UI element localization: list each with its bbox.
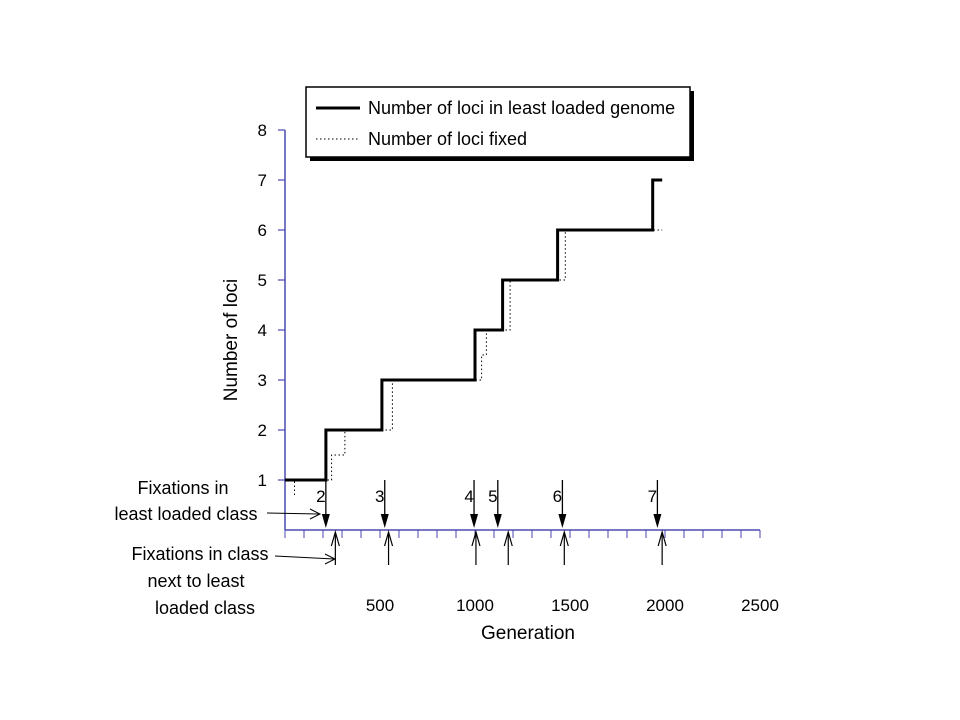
x-minor-ticks <box>284 530 761 538</box>
legend: Number of loci in least loaded genome Nu… <box>305 86 694 161</box>
legend-label-dotted: Number of loci fixed <box>368 129 527 149</box>
annot-next-class-pointer <box>274 555 335 560</box>
y-tick-label: 4 <box>258 321 267 340</box>
next-class-fixation-arrowhead <box>383 529 394 547</box>
x-tick-label: 1500 <box>551 596 589 615</box>
least-loaded-fixation-arrowhead <box>653 514 662 528</box>
y-tick-label: 3 <box>258 371 267 390</box>
y-tick-label: 6 <box>258 221 267 240</box>
x-tick-labels: 500 1000 1500 2000 2500 <box>366 596 779 615</box>
legend-label-solid: Number of loci in least loaded genome <box>368 98 675 118</box>
fixation-number: 4 <box>464 487 473 506</box>
annot-next-class-line2: next to least <box>147 571 244 591</box>
annotation-least-loaded: Fixations in least loaded class <box>114 478 322 524</box>
x-tick-label: 2500 <box>741 596 779 615</box>
x-tick-label: 1000 <box>456 596 494 615</box>
next-class-fixation-arrowhead <box>657 529 667 547</box>
x-tick-label: 500 <box>366 596 394 615</box>
fixation-number: 6 <box>553 487 562 506</box>
least-loaded-fixation-arrowhead <box>493 514 502 528</box>
y-tick-label: 7 <box>258 171 267 190</box>
annot-least-loaded-pointer <box>266 512 320 515</box>
axes <box>284 130 760 531</box>
y-ticks: 1 2 3 4 5 6 7 8 <box>258 121 285 490</box>
next-class-fixation-arrowhead <box>330 529 340 547</box>
next-class-fixation-arrowhead <box>503 529 513 547</box>
annot-next-class-line1: Fixations in class <box>131 544 268 564</box>
series-line-least-loaded <box>285 178 663 482</box>
annot-next-class-pointer-head <box>324 553 337 565</box>
legend-box <box>305 86 691 158</box>
next-class-fixation-arrowhead <box>471 529 481 547</box>
series-line-loci-fixed <box>294 229 663 495</box>
annot-least-loaded-line1: Fixations in <box>137 478 228 498</box>
annot-least-loaded-line2: least loaded class <box>114 504 257 524</box>
fixation-number: 7 <box>648 487 657 506</box>
next-class-fixation-arrowhead <box>559 529 569 547</box>
least-loaded-fixation-arrowhead <box>380 514 389 528</box>
y-tick-label: 2 <box>258 421 267 440</box>
annot-least-loaded-pointer-head <box>309 508 322 520</box>
y-tick-label: 5 <box>258 271 267 290</box>
y-tick-label: 1 <box>258 471 267 490</box>
least-loaded-fixation-arrowhead <box>558 514 567 528</box>
x-tick-label: 2000 <box>646 596 684 615</box>
least-loaded-fixation-arrowhead <box>321 514 330 528</box>
fixation-number: 3 <box>375 487 384 506</box>
fixation-number: 5 <box>488 487 497 506</box>
annotation-next-class: Fixations in class next to least loaded … <box>131 544 337 618</box>
fixation-number: 2 <box>316 487 325 506</box>
series-lines <box>285 178 663 495</box>
least-loaded-fixation-arrowhead <box>470 514 479 528</box>
annot-next-class-line3: loaded class <box>155 598 255 618</box>
y-axis-title: Number of loci <box>221 279 242 402</box>
y-tick-label: 8 <box>258 121 267 140</box>
x-axis-title: Generation <box>481 623 575 644</box>
